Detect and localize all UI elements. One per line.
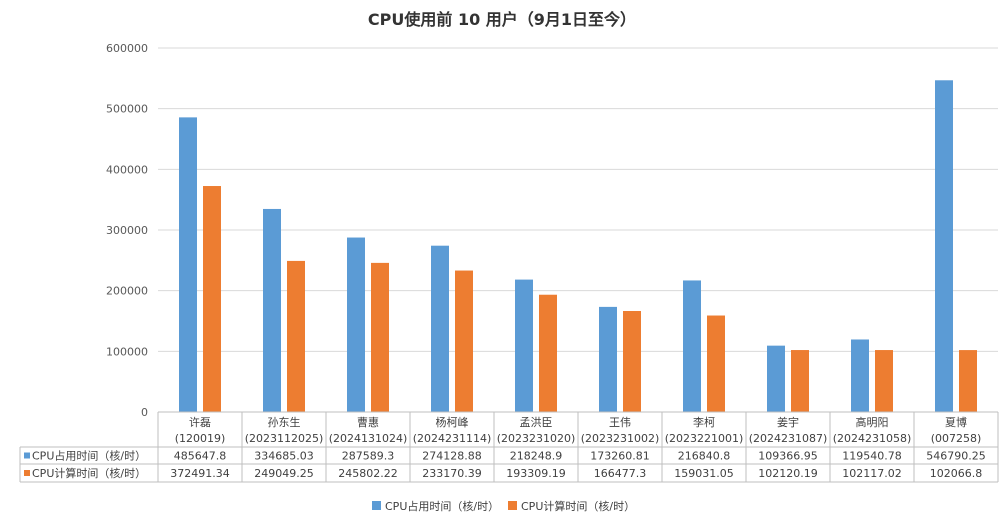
table-series-name: CPU占用时间（核/时） bbox=[32, 449, 146, 463]
y-tick-label: 400000 bbox=[106, 163, 148, 176]
data-label: 119540.78 bbox=[842, 450, 902, 463]
legend-swatch bbox=[372, 501, 381, 510]
bar-series-2 bbox=[707, 315, 725, 412]
category-id-label: (2024131024) bbox=[329, 432, 408, 445]
category-label: 许磊 bbox=[189, 416, 211, 429]
data-label: 193309.19 bbox=[506, 467, 566, 480]
data-label: 102120.19 bbox=[758, 467, 818, 480]
bar-series-1 bbox=[347, 237, 365, 412]
legend-entry: CPU占用时间（核/时） bbox=[385, 499, 499, 513]
bar-series-1 bbox=[179, 117, 197, 413]
legend-entry: CPU计算时间（核/时） bbox=[521, 499, 635, 513]
category-label: 夏博 bbox=[945, 416, 967, 429]
data-label: 233170.39 bbox=[422, 467, 482, 480]
bar-series-2 bbox=[959, 350, 977, 412]
data-label: 109366.95 bbox=[758, 450, 818, 463]
data-label: 249049.25 bbox=[254, 467, 314, 480]
data-label: 372491.34 bbox=[170, 467, 230, 480]
bar-series-1 bbox=[767, 345, 785, 412]
data-label: 287589.3 bbox=[342, 450, 395, 463]
bar-series-2 bbox=[455, 270, 473, 412]
category-id-label: (2023112025) bbox=[245, 432, 324, 445]
table-legend-key bbox=[24, 452, 30, 459]
category-id-label: (2024231114) bbox=[413, 432, 492, 445]
data-table: 许磊 (120019) 孙东生 (2023112025) 曹惠 (2024131024) 杨… bbox=[19, 411, 999, 483]
category-label: 杨柯峰 bbox=[436, 415, 469, 429]
bar-series-2 bbox=[203, 186, 221, 412]
bar-series-2 bbox=[791, 350, 809, 412]
bar-series-1 bbox=[683, 280, 701, 412]
bar-series-1 bbox=[431, 245, 449, 412]
bar-series-1 bbox=[263, 208, 281, 412]
category-label: 曹惠 bbox=[357, 415, 379, 429]
bar-series-1 bbox=[599, 306, 617, 412]
bar-series-2 bbox=[623, 311, 641, 412]
bar-series-1 bbox=[851, 339, 869, 412]
data-label: 546790.25 bbox=[926, 450, 986, 463]
y-tick-label: 200000 bbox=[106, 285, 148, 298]
table-series-name: CPU计算时间（核/时） bbox=[32, 466, 146, 480]
category-label: 李柯 bbox=[693, 415, 715, 429]
category-id-label: (2023221001) bbox=[665, 432, 744, 445]
gridlines bbox=[158, 47, 998, 352]
bar-series-1 bbox=[515, 279, 533, 412]
data-label: 218248.9 bbox=[510, 450, 563, 463]
category-id-label: (2023231020) bbox=[497, 432, 576, 445]
y-tick-label: 300000 bbox=[106, 224, 148, 237]
bar-series-2 bbox=[875, 350, 893, 412]
legend: CPU占用时间（核/时） CPU计算时间（核/时） bbox=[372, 499, 635, 513]
category-label: 高明阳 bbox=[856, 415, 889, 429]
data-label: 102066.8 bbox=[930, 467, 983, 480]
y-tick-label: 100000 bbox=[106, 345, 148, 358]
chart-title: CPU使用前 10 用户（9月1日至今） bbox=[368, 10, 636, 29]
y-axis: 0 100000 200000 300000 400000 500000 600000 bbox=[106, 42, 148, 419]
bar-series-1 bbox=[935, 80, 953, 412]
category-label: 孟洪臣 bbox=[520, 415, 553, 429]
category-label: 王伟 bbox=[609, 416, 631, 429]
data-label: 485647.8 bbox=[174, 450, 227, 463]
bar-series-2 bbox=[371, 262, 389, 412]
category-id-label: (007258) bbox=[931, 432, 982, 445]
data-label: 102117.02 bbox=[842, 467, 902, 480]
bar-series-2 bbox=[539, 294, 557, 412]
y-tick-label: 500000 bbox=[106, 103, 148, 116]
category-id-label: (2023231002) bbox=[581, 432, 660, 445]
category-id-label: (2024231087) bbox=[749, 432, 828, 445]
category-label: 姜宇 bbox=[777, 415, 799, 429]
data-label: 159031.05 bbox=[674, 467, 734, 480]
y-tick-label: 0 bbox=[141, 406, 148, 419]
legend-swatch bbox=[508, 501, 517, 510]
category-id-label: (2024231058) bbox=[833, 432, 912, 445]
y-tick-label: 600000 bbox=[106, 42, 148, 55]
data-label: 216840.8 bbox=[678, 450, 731, 463]
data-label: 245802.22 bbox=[338, 467, 398, 480]
data-label: 334685.03 bbox=[254, 450, 314, 463]
bar-series-2 bbox=[287, 260, 305, 412]
category-id-label: (120019) bbox=[175, 432, 226, 445]
data-label: 166477.3 bbox=[594, 467, 647, 480]
data-label: 274128.88 bbox=[422, 450, 482, 463]
category-label: 孙东生 bbox=[268, 415, 301, 429]
data-label: 173260.81 bbox=[590, 450, 650, 463]
table-legend-key bbox=[24, 470, 30, 476]
bars bbox=[179, 80, 977, 413]
